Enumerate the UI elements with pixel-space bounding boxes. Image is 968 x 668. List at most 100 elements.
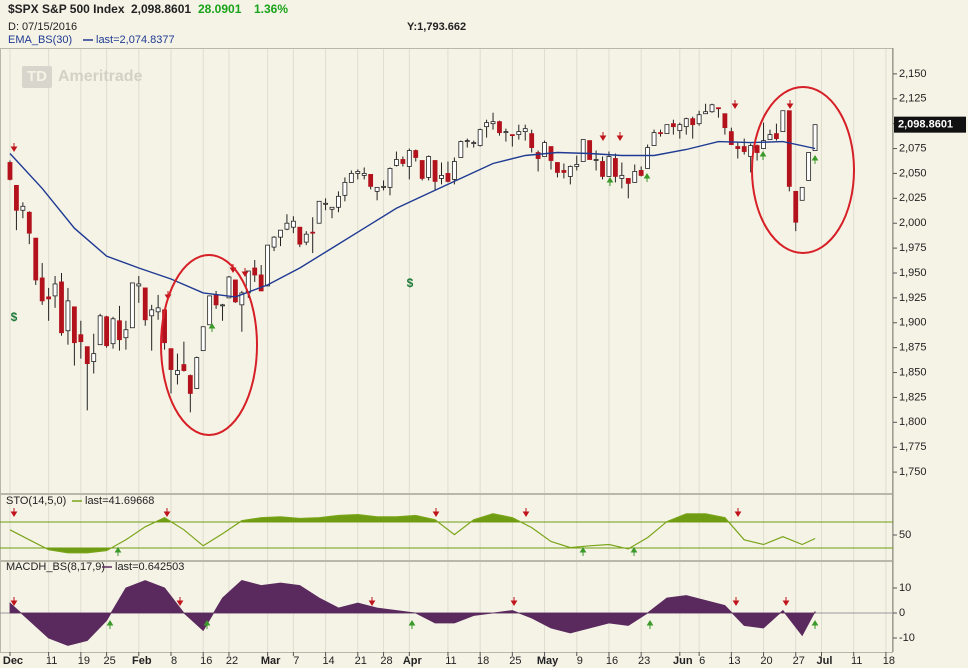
y-tick-label: 2,075 [899, 142, 927, 154]
candle-body [323, 202, 328, 205]
x-tick-label: 27 [793, 655, 805, 667]
candle-body [136, 283, 142, 287]
candle-body [374, 186, 380, 192]
candle-body [497, 121, 502, 134]
candle-body [142, 287, 148, 321]
x-tick-label: Mar [261, 655, 281, 667]
candle-body [625, 178, 631, 184]
y-tick-label: 2,125 [899, 93, 927, 105]
y-tick-label: -10 [899, 632, 915, 644]
candle-body [123, 329, 129, 339]
x-tick-label: 20 [760, 655, 772, 667]
candle-body [26, 211, 32, 234]
candle-body [709, 104, 715, 113]
candle-body [754, 145, 760, 153]
grid-layer [9, 48, 887, 652]
candle-body [14, 184, 19, 211]
x-tick-label: May [537, 655, 559, 667]
candle-body [696, 114, 702, 125]
candle-body [39, 277, 45, 302]
candle-body [104, 316, 109, 347]
y-tick-label: 1,775 [899, 441, 927, 453]
y-tick-label: 2,050 [899, 167, 927, 179]
macd-area [9, 580, 816, 646]
cursor-y: Y:1,793.662 [407, 21, 466, 33]
sto-fill-low [45, 547, 630, 553]
macd-legend: MACDH_BS(8,17,9) [6, 561, 105, 573]
candle-body [97, 315, 103, 346]
candle-body [806, 152, 812, 181]
watermark: Ameritrade [58, 68, 143, 85]
candle-body [567, 166, 573, 177]
candle-body [683, 118, 689, 128]
highlight-ellipse [160, 254, 258, 436]
candle-body [812, 124, 818, 151]
sell-signal [522, 508, 530, 517]
marks-layer: 1,750 1,775 1,800 1,825 1,850 1,875 1,900 1,925… [0, 68, 966, 667]
highlight-ellipse [751, 86, 855, 254]
candle-body [155, 307, 161, 313]
last-price: 2,098.8601 [131, 2, 191, 16]
candle-body [78, 334, 84, 343]
x-tick-label: 13 [728, 655, 740, 667]
candle-body [786, 110, 792, 187]
candle-body [406, 150, 412, 167]
change-pct: 1.36% [254, 2, 288, 16]
candle-body [342, 181, 348, 196]
buy-signal [811, 620, 819, 629]
event-marker: $ [407, 276, 414, 290]
x-tick-label: Feb [132, 655, 152, 667]
x-tick-label: 7 [293, 655, 299, 667]
candle-body [84, 346, 90, 364]
candle-body [664, 124, 670, 135]
candle-body [703, 111, 708, 115]
x-tick-label: 19 [78, 655, 90, 667]
candle-body [310, 231, 316, 234]
candle-body [187, 375, 193, 394]
y-tick-label: 1,825 [899, 391, 927, 403]
candle-body [265, 244, 271, 287]
candle-body [638, 170, 644, 176]
sell-signal [616, 132, 624, 141]
ema-legend: EMA_BS(30) [8, 34, 72, 46]
candle-body [33, 237, 39, 281]
x-tick-label: 25 [509, 655, 521, 667]
candle-body [52, 283, 58, 297]
candle-body [793, 190, 799, 223]
candle-body [458, 141, 464, 158]
sell-signal [432, 508, 440, 517]
candle-body [464, 140, 470, 142]
y-tick-label: 1,900 [899, 317, 927, 329]
candle-body [542, 142, 547, 157]
candle-body [670, 123, 676, 128]
candle-body [168, 348, 174, 370]
candle-body [509, 134, 515, 137]
x-tick-label: 22 [226, 655, 238, 667]
ema-last: last=2,074.8377 [96, 34, 175, 46]
candle-body [606, 156, 612, 177]
x-tick-label: 11 [445, 655, 456, 667]
sell-signal [782, 597, 790, 606]
candle-body [20, 205, 26, 211]
candle-body [580, 139, 586, 162]
candle-body [239, 292, 245, 306]
sell-signal [241, 268, 249, 277]
y-tick-label: 2,150 [899, 68, 927, 80]
candle-body [651, 132, 657, 146]
candle-body [71, 306, 77, 344]
buy-signal [606, 177, 614, 186]
x-tick-label: 16 [606, 655, 618, 667]
x-tick-label: 25 [103, 655, 115, 667]
sell-signal [176, 597, 184, 606]
buy-signal [114, 547, 122, 556]
x-tick-label: Jul [817, 655, 833, 667]
x-tick-label: 18 [883, 655, 895, 667]
last-price-label: 2,098.8601 [898, 119, 953, 131]
candle-body [555, 162, 560, 173]
x-tick-label: 6 [699, 655, 705, 667]
candle-body [394, 159, 399, 166]
candle-body [722, 113, 728, 129]
y-tick-label: 1,750 [899, 466, 927, 478]
sell-signal [732, 597, 740, 606]
candle-body [303, 233, 309, 243]
